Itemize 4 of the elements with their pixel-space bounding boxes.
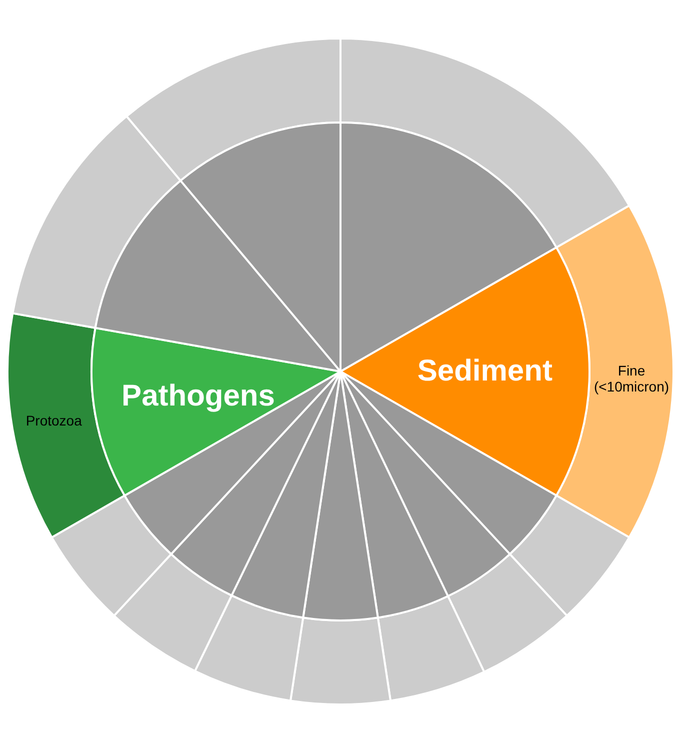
- slice-label: Sediment: [417, 354, 552, 388]
- slice-label: Pathogens: [122, 379, 275, 412]
- data-label: Protozoa: [26, 412, 82, 429]
- data-label: Fine (<10micron): [594, 362, 670, 394]
